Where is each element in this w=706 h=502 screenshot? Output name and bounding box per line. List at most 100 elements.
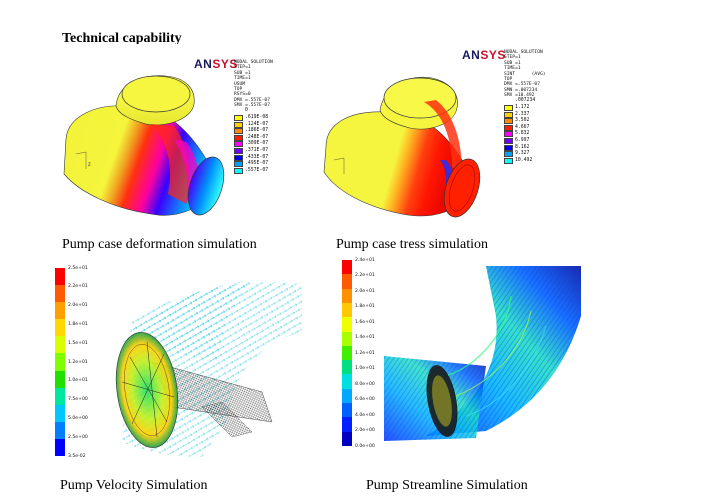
legend-swatch [504,111,513,118]
colorbar-tick-label: 2.5e+00 [68,434,88,440]
legend-swatch [234,121,243,128]
impeller-disc [115,332,179,448]
legend-label: .248E-07 [245,134,269,140]
colorbar-block [342,274,352,290]
colorbar-block [342,431,352,447]
colorbar-tick-label: 6.0e+00 [355,397,375,402]
ansys-logo: ANSYS [462,48,506,62]
colorbar-block [342,260,352,275]
caption-velocity: Pump Velocity Simulation [60,478,208,493]
legend-min-label: 0 [245,108,248,113]
legend-label: .619E-08 [245,115,269,120]
legend-label: 9.327 [515,151,530,157]
legend-label: 2.337 [515,111,530,117]
legend-label: 1.172 [515,105,530,110]
colorbar-block [342,317,352,333]
legend-swatch [504,118,513,125]
legend-swatch [234,167,243,174]
legend-swatch [504,157,513,164]
legend-swatch [504,138,513,144]
colorbar-block [342,374,352,390]
legend-swatch [504,151,513,158]
colorbar-block [55,319,65,337]
colorbar-tick-label: 1.8e+01 [68,321,88,327]
legend-swatch [504,144,513,151]
legend-swatch [234,141,243,148]
colorbar-block [342,388,352,404]
colorbar-tick-label: 2.4e+01 [355,257,375,263]
colorbar-tick-label: 1.0e+01 [68,378,88,384]
colorbar-block [55,438,65,457]
colorbar-block [342,403,352,418]
colorbar-tick-label: 4.0e+00 [355,412,375,418]
legend-swatch [504,124,513,131]
legend-label: .309E-07 [245,141,269,147]
colorbar-block [55,336,65,354]
legend-swatch [504,105,513,111]
legend-swatch [234,134,243,141]
legend-label: .557E-07 [245,167,269,173]
colorbar-tick-label: 1.4e+01 [355,335,375,340]
legend-label: 3.502 [515,118,530,124]
colorbar-block [55,285,65,303]
colorbar-block [342,331,352,347]
colorbar-tick-label: 2.0e+01 [68,303,88,309]
legend-swatch [504,131,513,138]
legend-label: 5.832 [515,131,530,137]
legend-swatch [234,161,243,168]
colorbar-tick-label: 1.5e+01 [68,340,88,346]
legend-label: .124E-07 [245,121,269,127]
colorbar-tick-label: 2.0e+00 [355,428,375,433]
colorbar-block [342,360,352,375]
colorbar-tick-label: 1.8e+01 [355,304,375,309]
colorbar-block [55,353,65,372]
colorbar-tick-label: 2.5e+01 [68,265,88,271]
velocity-simulation-figure: 2.5e+01 2.2e+01 2.0e+01 1.8e+01 1.5e+01 1.2e+… [52,262,304,462]
colorbar-block [55,370,65,389]
solution-info: NODAL SOLUTION STEP=1 SUB =1 TIME=1 USUM… [234,60,273,109]
legend-label: 10.492 [515,157,533,163]
colorbar-block [55,302,65,320]
legend-swatch [234,154,243,161]
pump-case-stress-model [323,76,481,218]
colorbar-tick-label: 3.5e-02 [68,453,86,459]
colorbar-block [55,387,65,406]
legend-label: .186E-07 [245,128,269,134]
page-heading: Technical capability [62,31,182,46]
colorbar-block [342,288,352,304]
svg-text:Z: Z [88,162,91,167]
pump-case-deformation-model: Z [63,75,225,216]
colorbar-block [55,421,65,440]
colorbar-tick-label: 7.5e+00 [68,397,88,403]
side-nozzle [443,158,481,218]
legend-label: .433E-07 [245,154,269,160]
colorbar-tick-label: 8.0e+00 [355,381,375,387]
legend-label: 6.997 [515,138,530,143]
colorbar-tick-label: 1.0e+01 [355,366,375,371]
legend-swatch [234,128,243,135]
legend-swatch [234,148,243,154]
colorbar-block [342,345,352,361]
colorbar-tick-label: 1.2e+01 [355,350,375,356]
ansys-logo: ANSYS [194,57,238,71]
colorbar-tick-label: 5.0e+00 [68,415,88,421]
colorbar-tick-label: 2.0e+01 [355,288,375,294]
legend-label: 8.162 [515,144,530,150]
colorbar-tick-label: 1.2e+01 [68,359,88,365]
legend-label: 4.667 [515,124,530,130]
colorbar-block [55,268,65,286]
colorbar-tick-label: 0.0e+00 [355,443,375,449]
deformation-simulation-figure: ANSYS NODAL SOLUTION STEP=1 SUB =1 TIME=… [56,44,276,232]
colorbar-block [55,404,65,423]
colorbar-block [342,417,352,433]
pump-streamline-field [384,266,581,441]
pump-velocity-vector-field [115,280,302,457]
legend-label: .371E-07 [245,148,269,153]
legend-min-label: .007234 [515,98,536,103]
colorbar-tick-label: 2.2e+01 [68,284,88,290]
caption-streamline: Pump Streamline Simulation [366,478,528,493]
solution-info: NODAL SOLUTION STEP=1 SUB =1 TIME=1 SINT… [504,50,546,99]
colorbar-tick-label: 2.2e+01 [355,273,375,278]
side-nozzle [187,156,225,216]
caption-stress: Pump case tress simulation [336,237,489,252]
